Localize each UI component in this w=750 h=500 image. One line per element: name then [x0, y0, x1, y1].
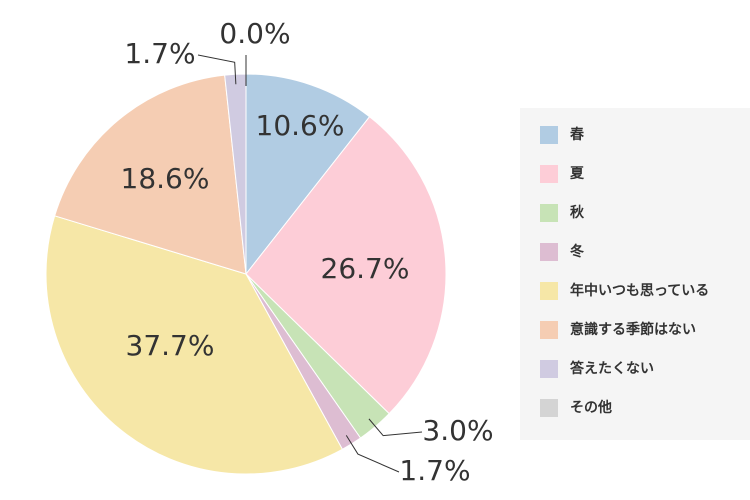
legend-label: 春 — [569, 126, 585, 143]
legend-swatch — [540, 399, 558, 417]
pie-slice — [45, 215, 344, 475]
pie-slice — [245, 73, 371, 276]
legend-label: 夏 — [570, 165, 585, 182]
value-label: 3.0% — [422, 414, 493, 447]
legend-swatch — [540, 126, 558, 144]
value-label: 0.0% — [219, 17, 290, 50]
legend-label: 秋 — [570, 204, 585, 221]
pie-slice — [54, 74, 247, 275]
legend-swatch — [540, 204, 558, 222]
value-label: 1.7% — [124, 37, 195, 70]
leader-line — [345, 435, 400, 473]
legend-label: 答えたくない — [570, 360, 654, 377]
legend-label: 意識する季節はない — [570, 321, 696, 338]
legend-swatch — [540, 360, 558, 378]
legend-label: その他 — [570, 399, 612, 416]
legend-swatch — [540, 321, 558, 339]
value-label: 10.6% — [256, 109, 345, 142]
legend-box — [520, 108, 750, 440]
pie-slice — [245, 116, 447, 415]
leader-line — [197, 54, 237, 85]
legend-swatch — [540, 165, 558, 183]
leader-line — [368, 418, 423, 437]
value-label: 18.6% — [121, 162, 210, 195]
value-label: 26.7% — [321, 252, 410, 285]
legend-swatch — [540, 243, 558, 261]
value-label: 37.7% — [126, 329, 215, 362]
value-label: 1.7% — [399, 454, 470, 487]
legend-label: 冬 — [570, 243, 584, 260]
legend-label: 年中いつも思っている — [570, 282, 709, 299]
legend-swatch — [540, 282, 558, 300]
